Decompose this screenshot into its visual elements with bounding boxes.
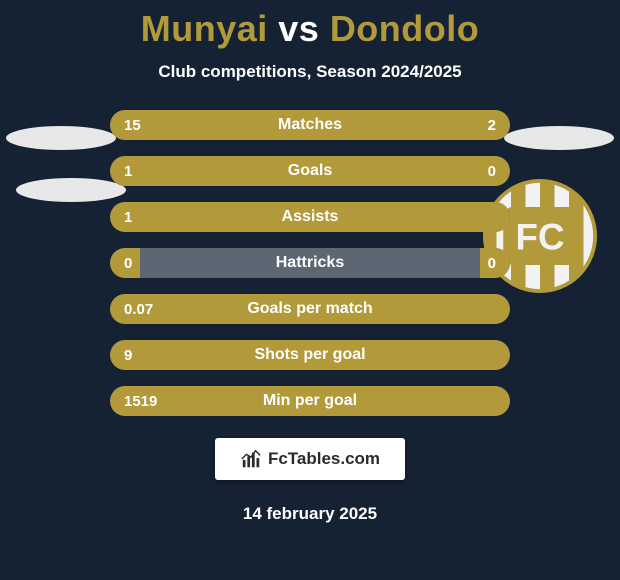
stat-value-left: 1 (124, 156, 132, 186)
stat-label: Min per goal (110, 386, 510, 416)
stat-row: Goals per match0.07 (110, 294, 510, 324)
stat-value-left: 1 (124, 202, 132, 232)
stat-value-right: 2 (488, 110, 496, 140)
stat-value-left: 0.07 (124, 294, 153, 324)
stat-value-left: 9 (124, 340, 132, 370)
stat-row: Assists1 (110, 202, 510, 232)
stat-row: Min per goal1519 (110, 386, 510, 416)
brand-text: FcTables.com (268, 449, 380, 469)
stat-label: Matches (110, 110, 510, 140)
stats-bars: Matches152Goals10Assists1Hattricks00Goal… (0, 110, 620, 416)
stat-label: Goals (110, 156, 510, 186)
stat-label: Hattricks (110, 248, 510, 278)
stat-value-left: 1519 (124, 386, 157, 416)
vs-text: vs (278, 8, 319, 49)
stat-row: Goals1 0 (110, 156, 510, 186)
stat-value-right: 0 (488, 156, 496, 186)
generation-date: 14 february 2025 (0, 504, 620, 524)
stat-value-left: 0 (124, 248, 132, 278)
brand-badge: FcTables.com (215, 438, 405, 480)
player1-name: Munyai (141, 8, 268, 49)
stat-row: Shots per goal9 (110, 340, 510, 370)
player2-name: Dondolo (330, 8, 479, 49)
chart-icon (240, 448, 262, 470)
stat-row: Matches15 2 (110, 110, 510, 140)
stat-label: Goals per match (110, 294, 510, 324)
stat-row: Hattricks0 0 (110, 248, 510, 278)
subtitle: Club competitions, Season 2024/2025 (0, 62, 620, 82)
stat-value-right: 0 (488, 248, 496, 278)
stat-value-left: 15 (124, 110, 141, 140)
stat-label: Assists (110, 202, 510, 232)
comparison-title: Munyai vs Dondolo (0, 0, 620, 50)
stat-label: Shots per goal (110, 340, 510, 370)
